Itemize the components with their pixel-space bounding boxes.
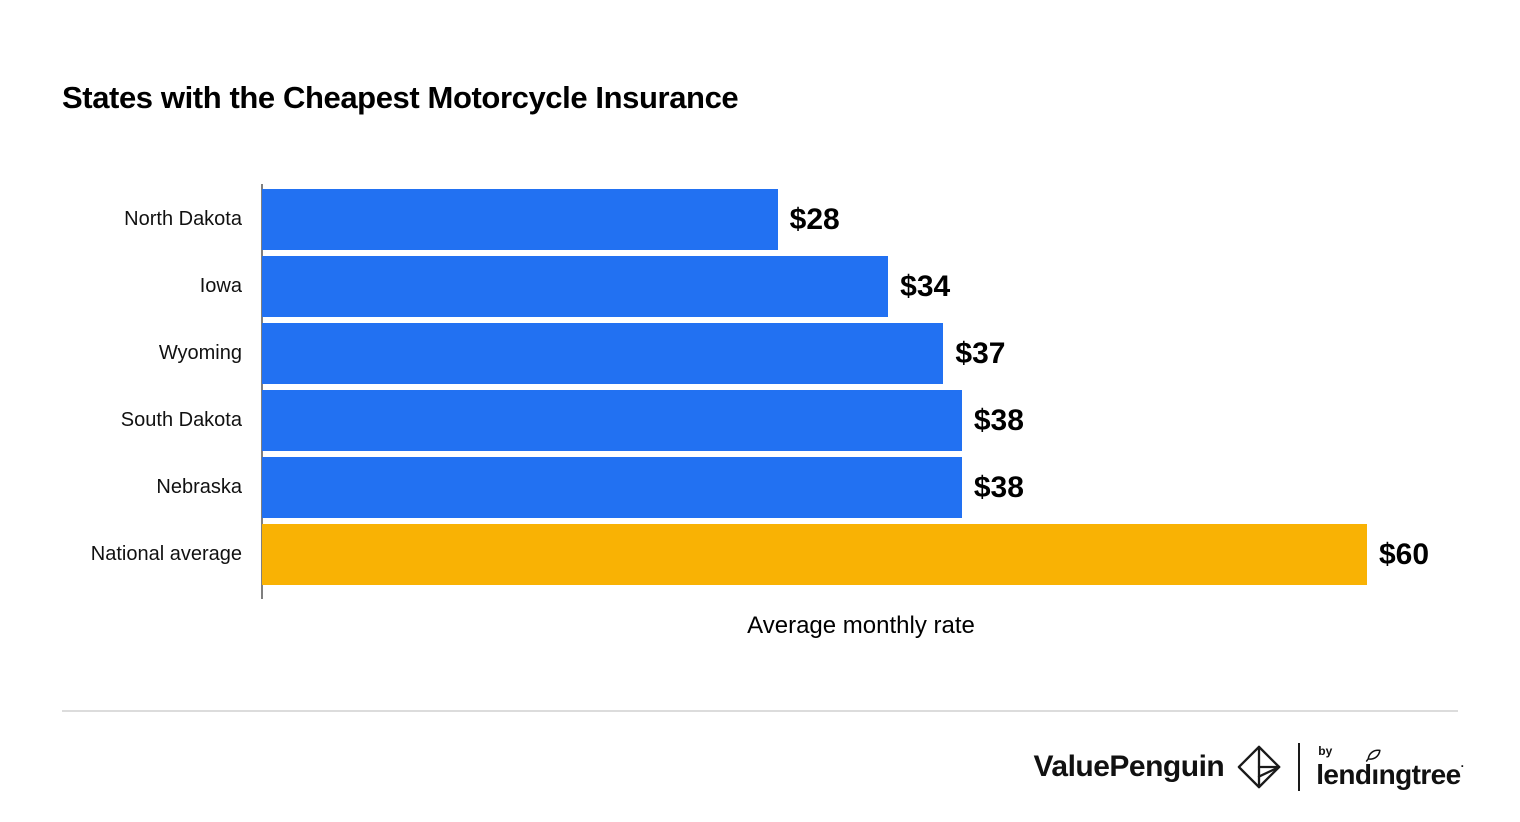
footer-branding: ValuePenguin by lendıngtree· — [1033, 742, 1465, 791]
footer-divider-line — [62, 710, 1458, 712]
bar-track: $60 — [262, 524, 1429, 585]
value-label: $34 — [900, 269, 951, 303]
chart-row: Nebraska $38 — [0, 457, 1520, 518]
valuepenguin-penguin-icon — [1237, 745, 1281, 788]
bar-track: $38 — [262, 457, 1367, 518]
chart-rows: North Dakota $28 Iowa $34 Wyoming $37 South Da… — [0, 189, 1520, 591]
trademark-dot: · — [1460, 759, 1465, 773]
value-label: $60 — [1379, 537, 1430, 571]
bar-wyoming — [262, 323, 944, 384]
value-label: $38 — [973, 470, 1024, 504]
category-label: North Dakota — [124, 208, 242, 230]
chart-row: National average $60 — [0, 524, 1520, 585]
footer-vertical-rule — [1298, 742, 1301, 791]
bar-national-average — [262, 524, 1367, 585]
leaf-icon — [1366, 749, 1381, 762]
bar-track: $38 — [262, 390, 1367, 451]
bar-iowa — [262, 256, 889, 317]
bar-south-dakota — [262, 390, 962, 451]
bar-track: $28 — [262, 189, 1367, 250]
page-title: States with the Cheapest Motorcycle Insu… — [62, 80, 739, 115]
category-label: National average — [90, 543, 242, 565]
category-label: Wyoming — [158, 342, 242, 364]
value-label: $38 — [973, 403, 1024, 437]
value-label: $28 — [789, 202, 840, 236]
category-label: Iowa — [199, 275, 242, 297]
by-label: by — [1318, 744, 1333, 758]
chart-row: Wyoming $37 — [0, 323, 1520, 384]
lendingtree-logo: by lendıngtree· — [1316, 744, 1464, 791]
value-label: $37 — [955, 336, 1006, 370]
chart-row: South Dakota $38 — [0, 390, 1520, 451]
category-label: Nebraska — [156, 476, 242, 498]
bar-north-dakota — [262, 189, 778, 250]
bar-track: $37 — [262, 323, 1367, 384]
lendingtree-logo-text: lendıngtree· — [1316, 749, 1465, 791]
chart-row: Iowa $34 — [0, 256, 1520, 317]
category-label: South Dakota — [120, 409, 242, 431]
bar-track: $34 — [262, 256, 1367, 317]
x-axis-label: Average monthly rate — [747, 612, 975, 639]
valuepenguin-logo-text: ValuePenguin — [1033, 749, 1225, 783]
bar-nebraska — [262, 457, 962, 518]
chart-row: North Dakota $28 — [0, 189, 1520, 250]
